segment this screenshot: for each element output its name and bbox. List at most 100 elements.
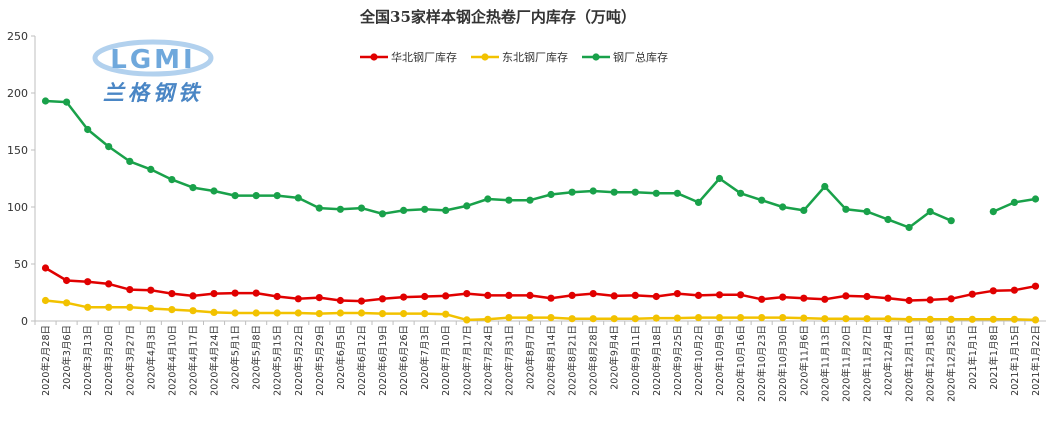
logo: LGMI 兰格钢铁 bbox=[92, 39, 214, 105]
x-tick-label: 2020年8月21日 bbox=[567, 325, 579, 396]
data-point bbox=[737, 291, 745, 299]
legend: 华北钢厂库存 东北钢厂库存 钢厂总库存 bbox=[360, 50, 668, 64]
data-point bbox=[294, 194, 302, 202]
data-point bbox=[41, 97, 50, 105]
data-point bbox=[63, 299, 71, 307]
data-point bbox=[715, 174, 724, 183]
data-point bbox=[484, 291, 492, 299]
data-point bbox=[168, 306, 176, 314]
x-tick-label: 2020年5月15日 bbox=[272, 325, 284, 396]
data-point bbox=[694, 314, 703, 322]
data-point bbox=[821, 295, 829, 303]
x-tick-label: 2020年12月11日 bbox=[904, 325, 916, 402]
data-point bbox=[378, 210, 387, 218]
x-tick-label: 2020年4月3日 bbox=[145, 325, 157, 390]
data-point bbox=[715, 291, 724, 299]
data-point bbox=[273, 292, 281, 301]
data-point bbox=[610, 292, 618, 300]
x-tick-label: 2020年3月20日 bbox=[103, 325, 115, 396]
data-point bbox=[926, 315, 934, 323]
data-point bbox=[842, 292, 850, 300]
data-point bbox=[1010, 286, 1019, 294]
legend-marker bbox=[370, 53, 378, 61]
data-point bbox=[189, 292, 197, 300]
data-point bbox=[378, 310, 387, 318]
series-1 bbox=[41, 264, 1040, 305]
legend-item: 东北钢厂库存 bbox=[471, 50, 568, 64]
x-tick-label: 2020年6月12日 bbox=[356, 325, 368, 396]
data-point bbox=[779, 293, 787, 301]
data-point bbox=[673, 290, 682, 298]
data-point bbox=[968, 290, 976, 298]
data-point bbox=[105, 143, 113, 151]
logo-chinese-text: 兰格钢铁 bbox=[103, 81, 203, 105]
data-point bbox=[442, 292, 450, 300]
x-tick-label: 2020年9月11日 bbox=[630, 325, 642, 396]
data-point bbox=[315, 310, 323, 318]
data-point bbox=[568, 188, 576, 196]
data-point bbox=[610, 188, 618, 196]
x-tick-label: 2020年4月24日 bbox=[209, 325, 221, 396]
data-point bbox=[189, 307, 197, 315]
data-point bbox=[505, 196, 513, 204]
x-tick-label: 2020年12月25日 bbox=[946, 325, 958, 402]
x-tick-label: 2020年10月9日 bbox=[714, 325, 726, 396]
data-point bbox=[863, 208, 871, 216]
data-point bbox=[589, 290, 597, 298]
x-tick-label: 2020年4月17日 bbox=[188, 325, 200, 396]
data-point bbox=[189, 184, 197, 192]
legend-item: 钢厂总库存 bbox=[582, 50, 668, 64]
data-point bbox=[568, 315, 576, 323]
legend-marker bbox=[592, 53, 600, 61]
data-point bbox=[484, 195, 492, 203]
data-point bbox=[842, 205, 850, 213]
data-point bbox=[673, 314, 682, 322]
data-point bbox=[252, 309, 260, 317]
data-point bbox=[800, 314, 808, 322]
legend-marker bbox=[481, 53, 489, 61]
data-point bbox=[884, 215, 892, 224]
x-tick-label: 2020年4月10日 bbox=[166, 325, 178, 396]
data-point bbox=[568, 291, 576, 299]
data-point bbox=[147, 165, 155, 173]
data-point bbox=[1010, 198, 1019, 206]
data-point bbox=[547, 294, 555, 302]
x-tick-label: 2020年3月6日 bbox=[61, 325, 73, 390]
data-point bbox=[421, 205, 429, 213]
data-point bbox=[526, 291, 534, 299]
y-tick-label: 250 bbox=[7, 30, 28, 43]
data-point bbox=[357, 204, 366, 212]
x-tick-label: 2021年1月22日 bbox=[1030, 325, 1042, 396]
data-point bbox=[905, 296, 913, 305]
data-point bbox=[610, 315, 618, 323]
data-point bbox=[168, 176, 176, 184]
data-point bbox=[463, 202, 471, 210]
data-point bbox=[126, 303, 134, 311]
data-point bbox=[400, 293, 408, 301]
data-point bbox=[378, 295, 387, 303]
data-point bbox=[357, 309, 366, 317]
data-point bbox=[315, 204, 323, 212]
x-tick-label: 2020年11月27日 bbox=[862, 325, 874, 402]
data-point bbox=[357, 297, 366, 305]
x-tick-label: 2020年10月2日 bbox=[693, 325, 705, 396]
data-point bbox=[947, 315, 955, 323]
data-point bbox=[926, 296, 934, 304]
data-point bbox=[484, 315, 492, 323]
data-point bbox=[315, 294, 323, 302]
data-point bbox=[252, 289, 260, 297]
x-tick-label: 2020年10月23日 bbox=[756, 325, 768, 402]
logo-latin-text: LGMI bbox=[110, 45, 195, 75]
data-point bbox=[63, 276, 71, 285]
x-tick-label: 2020年12月18日 bbox=[925, 325, 937, 402]
data-point bbox=[968, 315, 976, 323]
data-point bbox=[442, 310, 450, 318]
data-point bbox=[863, 315, 871, 323]
data-point bbox=[63, 98, 71, 106]
data-point bbox=[737, 189, 745, 197]
data-point bbox=[821, 182, 829, 191]
data-point bbox=[421, 292, 429, 301]
data-point bbox=[715, 314, 724, 322]
data-point bbox=[252, 192, 260, 200]
